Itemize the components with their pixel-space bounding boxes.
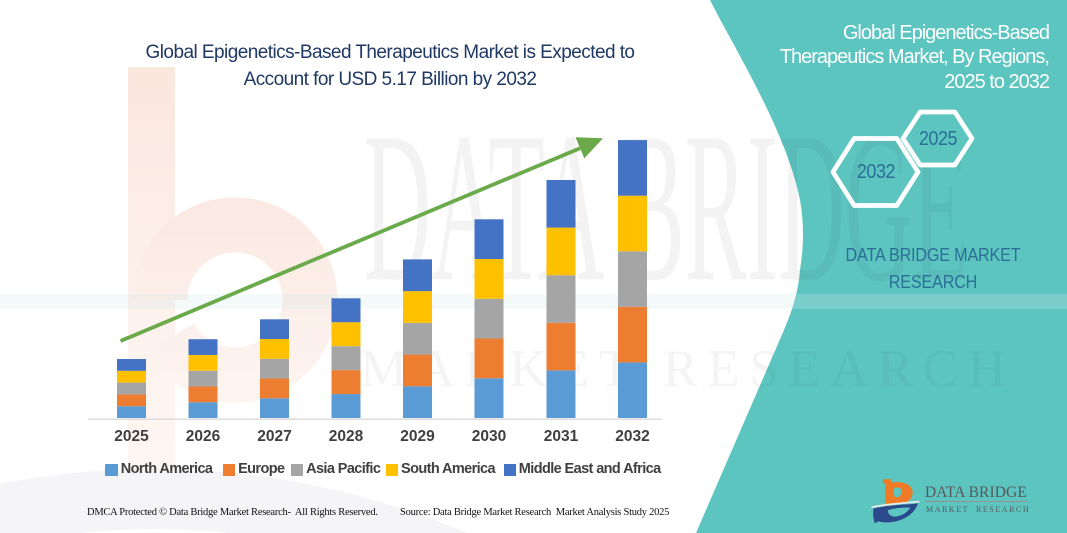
svg-text:MARKET RESEARCH: MARKET RESEARCH — [360, 340, 1015, 398]
